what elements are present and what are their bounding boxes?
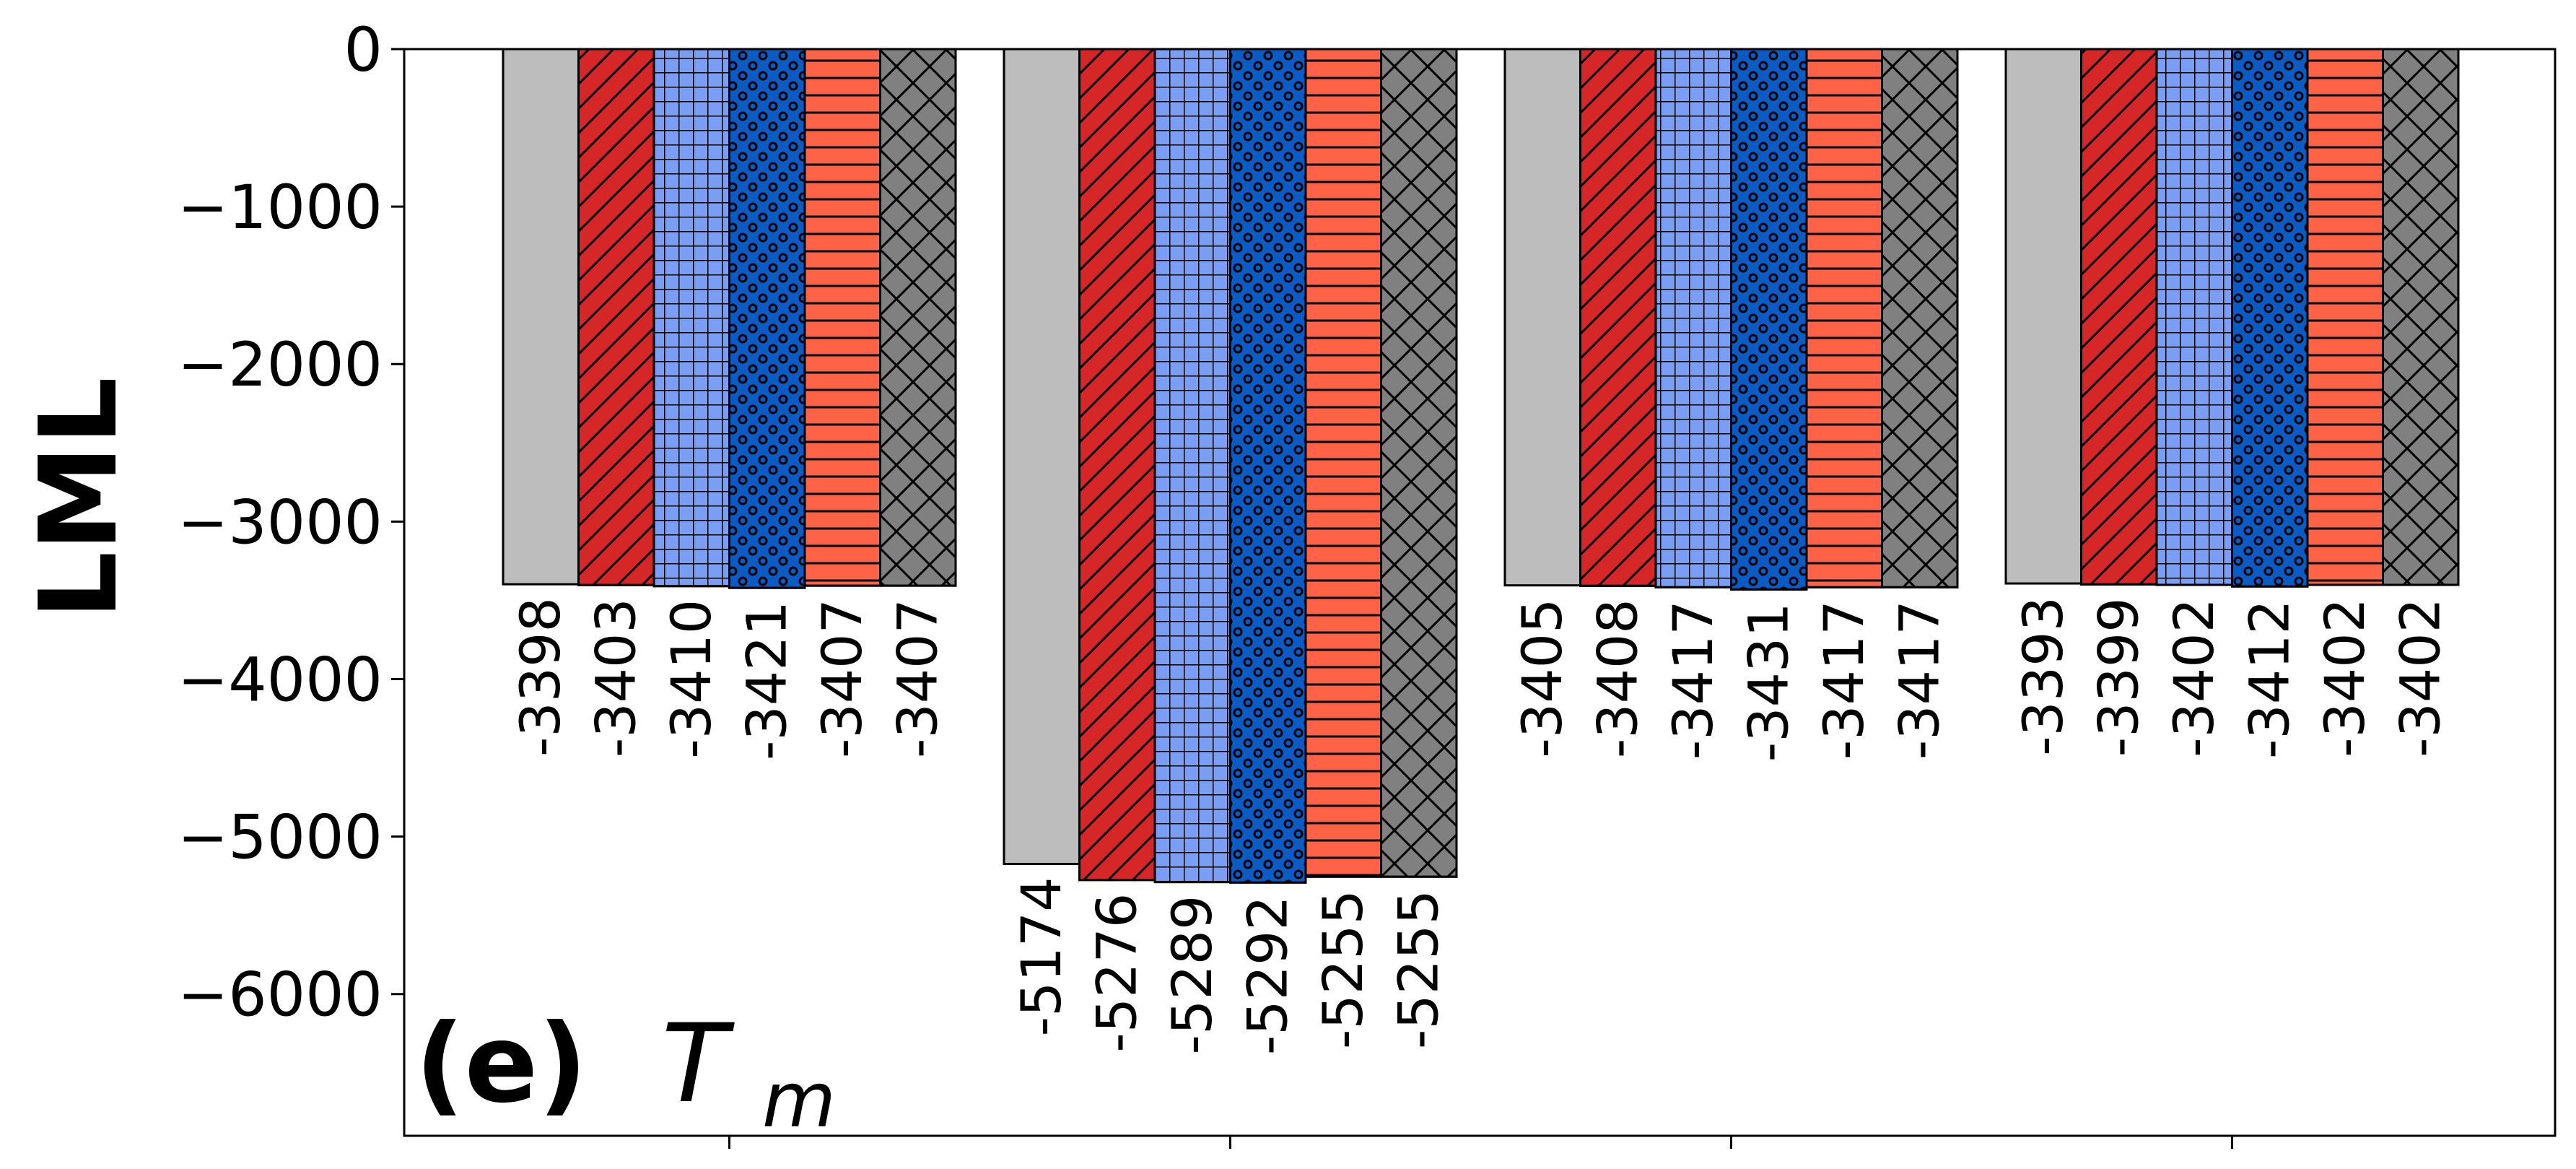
bar-value-label: -3403 (584, 598, 648, 757)
bar-hatch (803, 48, 881, 587)
y-tick-label: 0 (344, 14, 383, 85)
bar-value-label: -3417 (1661, 600, 1725, 760)
plot-frame (403, 48, 2557, 1137)
y-tick-label: −2000 (178, 329, 383, 400)
bar (1003, 48, 1080, 866)
bar-value-label: -3407 (886, 599, 950, 758)
bar-hatch (1730, 48, 1808, 591)
bar-value-label: -3393 (2011, 596, 2075, 756)
bar-value-label: -5255 (1311, 890, 1375, 1049)
bar-hatch (2382, 48, 2460, 586)
bar-value-label: -3399 (2087, 597, 2151, 757)
bar-value-label: -3412 (2237, 599, 2302, 759)
bar-value-label: -3431 (1737, 602, 1801, 762)
bar-hatch (1078, 48, 1156, 882)
bar-hatch (652, 48, 730, 588)
bar-value-label: -3408 (1586, 599, 1650, 758)
x-axis-ticks (728, 1136, 2233, 1149)
bar-value-label: -3398 (508, 597, 572, 757)
bar (1503, 48, 1581, 587)
bar-value-label: -5289 (1160, 895, 1224, 1055)
bar-value-label: -3402 (2162, 598, 2226, 757)
bar-hatch (1654, 48, 1732, 588)
bar-hatch (1229, 48, 1307, 884)
bar-hatching (577, 48, 2460, 884)
bar-value-label: -3417 (1887, 600, 1952, 760)
bar-hatch (577, 48, 655, 586)
y-axis-ticks: 0 −1000 −2000 −3000 −4000 −5000 −6000 (178, 14, 404, 1030)
bar-value-label: -3402 (2388, 598, 2453, 757)
bar-hatch (1579, 48, 1657, 587)
bar-value-label: -3421 (735, 601, 799, 760)
bar-value-label: -5292 (1236, 895, 1300, 1055)
bar-value-label: -3417 (1812, 600, 1876, 760)
y-tick-label: −6000 (178, 960, 383, 1030)
bar-value-label: -5174 (1009, 877, 1073, 1037)
data-labels: -3398 -3403 -3410 -3421 -3407 -3407-5174 -5276… (508, 596, 2453, 1055)
panel-label-subscript: m (762, 1056, 836, 1144)
bar-hatch (1304, 48, 1382, 878)
panel-label-symbol: T (662, 1001, 735, 1127)
panel-label: (e) T m (415, 1001, 836, 1144)
bar-hatch (728, 48, 806, 589)
bar (502, 48, 580, 586)
bar-value-label: -3407 (810, 599, 874, 758)
bar-hatch (1881, 48, 1959, 588)
bar (2004, 48, 2082, 585)
y-tick-label: −3000 (178, 487, 383, 557)
y-tick-label: −1000 (178, 172, 383, 243)
bar-hatch (1380, 48, 1458, 878)
bar-hatch (879, 48, 957, 587)
bar-hatch (1805, 48, 1883, 588)
panel-label-prefix: (e) (415, 1001, 588, 1127)
bar-hatch (2155, 48, 2233, 586)
y-axis-label: LML (17, 377, 141, 620)
bar-hatch (1153, 48, 1231, 884)
bar-value-label: -3405 (1510, 599, 1574, 758)
bar-hatch (2306, 48, 2384, 586)
bar-value-label: -5255 (1387, 890, 1451, 1049)
bar-value-label: -3402 (2313, 598, 2377, 757)
bar-value-label: -3410 (659, 599, 723, 759)
y-tick-label: −4000 (178, 644, 383, 715)
bar-hatch (2231, 48, 2309, 588)
y-tick-label: −5000 (178, 802, 383, 873)
bar-hatch (2080, 48, 2158, 586)
bar-value-label: -5276 (1085, 893, 1149, 1053)
